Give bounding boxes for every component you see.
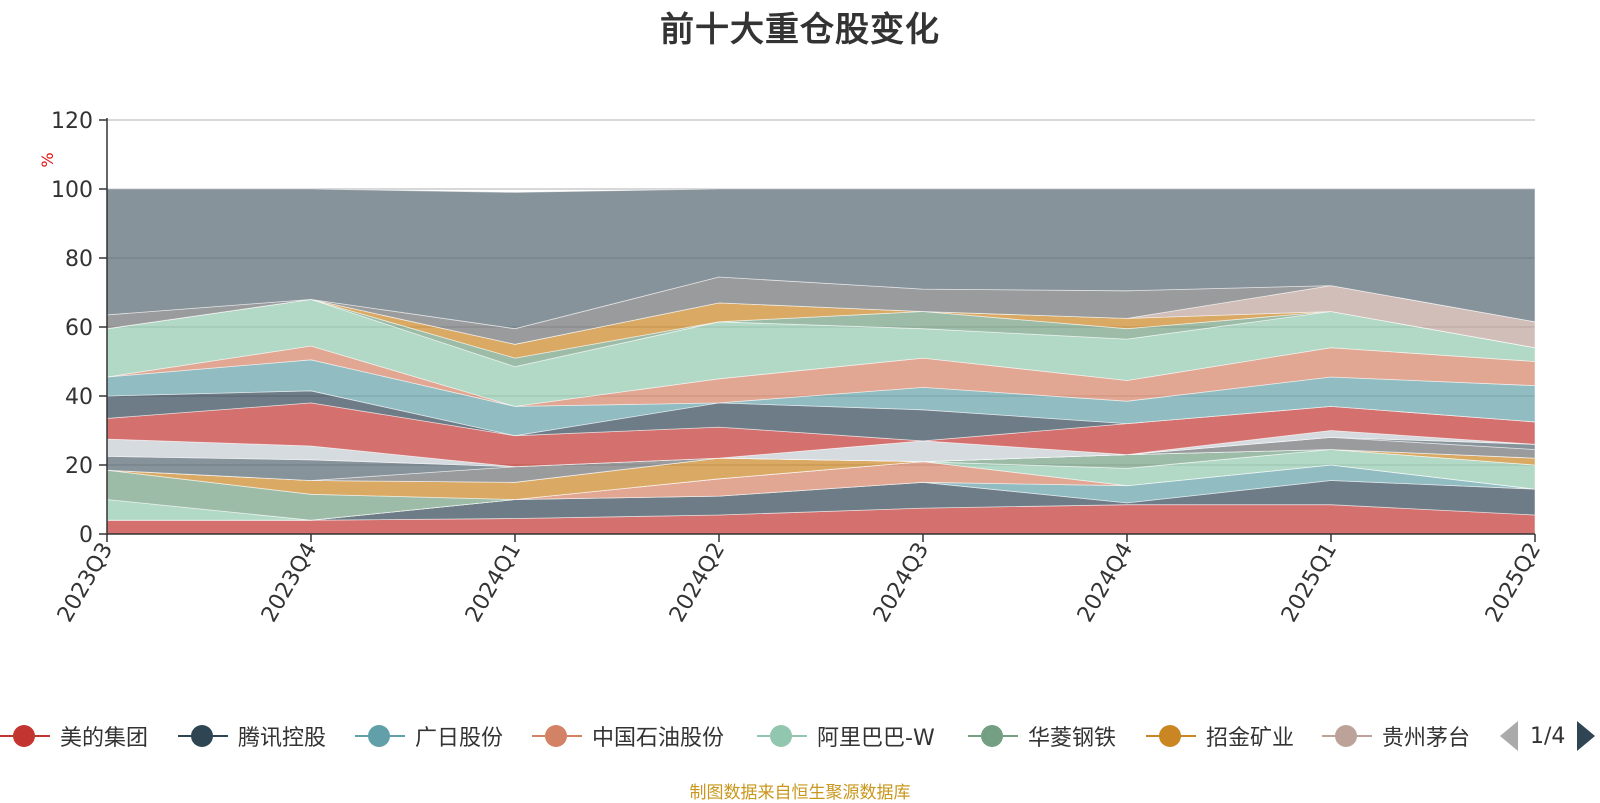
legend-label: 招金矿业 bbox=[1206, 726, 1295, 751]
legend-label: 贵州茅台 bbox=[1382, 726, 1471, 751]
legend-next-page-button[interactable] bbox=[1577, 721, 1596, 751]
legend-marker-icon bbox=[0, 722, 50, 750]
y-tick-label: 20 bbox=[65, 454, 93, 479]
area-band bbox=[106, 188, 1536, 330]
y-tick-label: 100 bbox=[51, 178, 93, 203]
legend-item[interactable]: 贵州茅台 bbox=[1322, 716, 1470, 756]
legend-marker-icon bbox=[178, 722, 228, 750]
legend-page-indicator: 1/4 bbox=[1530, 723, 1566, 749]
y-tick-label: 60 bbox=[65, 316, 93, 341]
x-tick-label: 2025Q2 bbox=[1481, 539, 1546, 627]
legend-item[interactable]: 美的集团 bbox=[0, 716, 148, 756]
legend-label: 阿里巴巴-W bbox=[817, 726, 935, 751]
legend-item[interactable]: 腾讯控股 bbox=[178, 716, 326, 756]
legend-prev-page-button[interactable] bbox=[1500, 721, 1518, 751]
legend-marker-icon bbox=[1146, 722, 1196, 750]
legend-marker-icon bbox=[532, 722, 582, 750]
legend-marker-icon bbox=[1322, 722, 1372, 750]
x-tick-label: 2024Q2 bbox=[665, 539, 730, 627]
area-layer bbox=[106, 188, 1536, 535]
legend-label: 美的集团 bbox=[60, 726, 149, 751]
y-tick-label: 80 bbox=[65, 247, 93, 272]
legend-item[interactable]: 广日股份 bbox=[355, 716, 503, 756]
legend-label: 广日股份 bbox=[415, 726, 504, 751]
y-axis-unit: % bbox=[38, 152, 57, 167]
x-tick-label: 2025Q1 bbox=[1277, 539, 1342, 627]
chart-title: 前十大重仓股变化 bbox=[660, 10, 940, 50]
legend-marker-icon bbox=[968, 722, 1018, 750]
y-tick-label: 120 bbox=[51, 109, 93, 134]
x-tick-label: 2024Q4 bbox=[1073, 539, 1138, 627]
source-note: 制图数据来自恒生聚源数据库 bbox=[689, 783, 911, 803]
legend-label: 中国石油股份 bbox=[592, 726, 725, 751]
legend: 美的集团 腾讯控股 广日股份 中国石油股份 阿里巴巴-W 华菱钢铁 招金矿业 贵州茅台 bbox=[0, 716, 1600, 756]
legend-pager: 1/4 bbox=[1500, 716, 1596, 756]
legend-item[interactable]: 招金矿业 bbox=[1146, 716, 1294, 756]
x-tick-label: 2023Q3 bbox=[53, 539, 118, 627]
legend-item[interactable]: 阿里巴巴-W bbox=[757, 716, 935, 756]
x-tick-label: 2023Q4 bbox=[257, 539, 322, 627]
legend-marker-icon bbox=[355, 722, 405, 750]
x-tick-label: 2024Q3 bbox=[869, 539, 934, 627]
legend-label: 华菱钢铁 bbox=[1028, 726, 1117, 751]
legend-marker-icon bbox=[757, 722, 807, 750]
legend-label: 腾讯控股 bbox=[238, 726, 327, 751]
y-tick-label: 0 bbox=[79, 523, 93, 548]
legend-item[interactable]: 华菱钢铁 bbox=[968, 716, 1116, 756]
y-tick-label: 40 bbox=[65, 385, 93, 410]
x-tick-label: 2024Q1 bbox=[461, 539, 526, 627]
legend-item[interactable]: 中国石油股份 bbox=[532, 716, 724, 756]
